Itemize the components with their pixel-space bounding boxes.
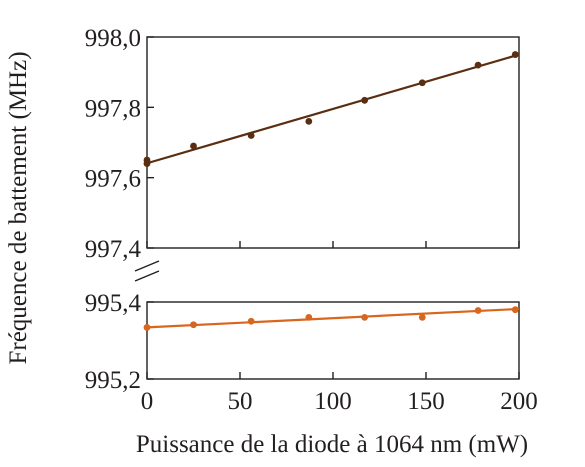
plot-frame-lower xyxy=(146,301,520,380)
y-tick-label: 997,6 xyxy=(85,166,141,193)
y-tick-label: 997,8 xyxy=(85,95,141,122)
data-point-lower xyxy=(474,307,482,314)
data-point-upper xyxy=(361,96,369,104)
data-point-lower xyxy=(305,314,313,321)
plot-frames xyxy=(146,36,520,380)
y-axis-title: Fréquence de battement (MHz) xyxy=(5,51,32,364)
x-tick-label: 50 xyxy=(228,388,253,415)
data-point-lower xyxy=(190,321,197,329)
y-tick-label: 998,0 xyxy=(85,25,141,52)
x-tick-label: 200 xyxy=(500,388,538,415)
y-tick-label: 995,4 xyxy=(85,290,142,317)
data-point-upper xyxy=(247,132,255,139)
axis-break-stroke xyxy=(134,270,160,282)
plot-frame-upper xyxy=(146,36,520,249)
y-tick-label: 995,2 xyxy=(85,367,141,394)
data-points xyxy=(143,51,519,331)
data-point-upper xyxy=(418,79,426,87)
data-point-upper xyxy=(511,51,519,58)
data-point-upper xyxy=(474,61,482,69)
x-tick-label: 0 xyxy=(141,388,154,415)
data-point-upper xyxy=(305,118,313,125)
data-point-lower xyxy=(511,306,519,314)
axis-break-mark xyxy=(134,260,160,282)
x-tick-label: 100 xyxy=(314,388,352,415)
y-tick-label: 997,4 xyxy=(85,236,142,263)
axis-break-stroke xyxy=(134,260,160,272)
data-point-upper xyxy=(143,160,151,168)
data-point-upper xyxy=(190,142,197,150)
data-point-lower xyxy=(418,314,426,321)
data-point-lower xyxy=(247,317,255,325)
fit-line-upper xyxy=(146,53,520,165)
x-tick-label: 150 xyxy=(407,388,445,415)
fit-lines xyxy=(146,53,520,329)
fit-line-lower xyxy=(146,307,520,329)
tick-labels: 998,0 997,8 997,6 997,4 995,4 995,20 50 100 150 2… xyxy=(85,25,538,415)
data-point-lower xyxy=(143,324,151,331)
axis-ticks xyxy=(146,36,520,380)
data-point-lower xyxy=(361,314,369,321)
x-axis-title: Puissance de la diode à 1064 nm (mW) xyxy=(136,431,528,458)
